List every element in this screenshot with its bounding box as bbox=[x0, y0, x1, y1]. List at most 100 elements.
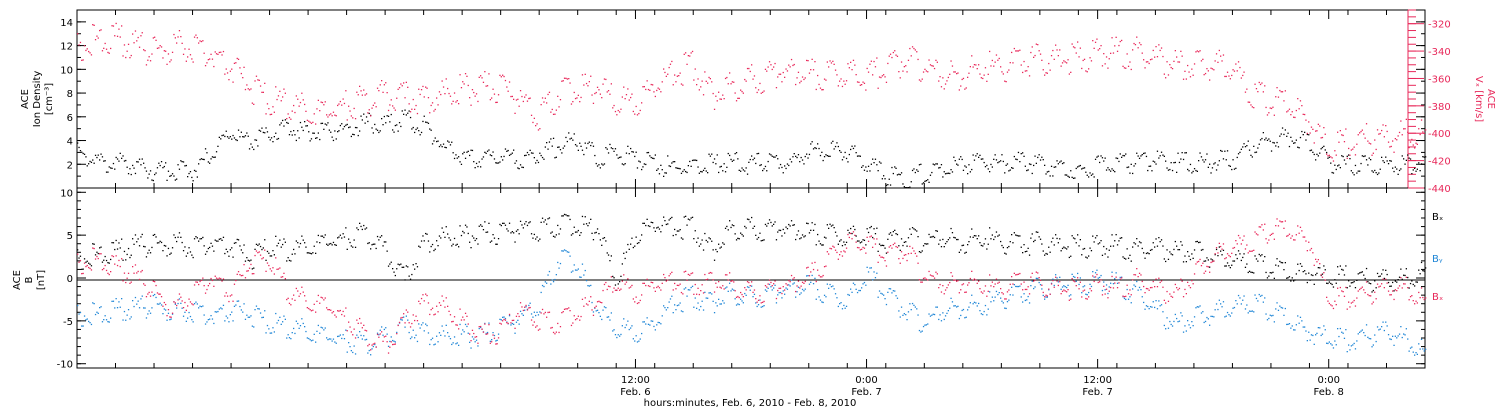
bx-point bbox=[1207, 259, 1209, 261]
by-point bbox=[82, 325, 84, 327]
density-point bbox=[1092, 173, 1094, 175]
bx-point bbox=[1277, 265, 1280, 267]
by-point bbox=[719, 303, 721, 305]
vx-point bbox=[160, 46, 163, 48]
bx-point bbox=[471, 235, 474, 237]
density-point bbox=[995, 159, 998, 161]
vx-point bbox=[136, 40, 138, 42]
bx-point bbox=[284, 241, 286, 243]
density-point bbox=[1277, 146, 1280, 148]
vx-point bbox=[335, 115, 337, 117]
bz-point bbox=[797, 280, 800, 282]
vx-point bbox=[441, 80, 443, 82]
density-point bbox=[947, 172, 949, 174]
bz-point bbox=[909, 245, 911, 248]
density-point bbox=[237, 129, 240, 131]
bx-point bbox=[1226, 262, 1229, 264]
by-point bbox=[1059, 276, 1061, 278]
density-point bbox=[1326, 151, 1328, 154]
vx-point bbox=[891, 56, 893, 59]
density-point bbox=[1122, 154, 1124, 157]
bx-point bbox=[85, 261, 87, 263]
bx-point bbox=[861, 241, 863, 243]
density-point bbox=[840, 151, 842, 153]
by-point bbox=[1166, 317, 1168, 319]
bx-point bbox=[1244, 266, 1247, 268]
bz-point bbox=[546, 316, 548, 318]
by-point bbox=[1189, 327, 1192, 329]
by-point bbox=[1022, 301, 1024, 303]
bz-point bbox=[552, 331, 555, 334]
bz-point bbox=[392, 343, 394, 346]
by-point bbox=[316, 330, 318, 332]
bz-point bbox=[998, 281, 1000, 283]
density-point bbox=[480, 166, 482, 168]
vx-point bbox=[913, 47, 915, 50]
bz-point bbox=[335, 316, 337, 318]
vx-point bbox=[137, 36, 139, 39]
by-point bbox=[248, 316, 251, 318]
bz-point bbox=[814, 261, 816, 264]
vx-point bbox=[1111, 37, 1113, 39]
by-point bbox=[1390, 338, 1392, 341]
density-point bbox=[1009, 169, 1011, 171]
bx-point bbox=[679, 229, 681, 231]
bx-point bbox=[427, 240, 430, 242]
vx-point bbox=[345, 90, 347, 92]
by-point bbox=[878, 290, 881, 292]
vx-point bbox=[357, 94, 359, 96]
by-point bbox=[1231, 312, 1233, 314]
by-point bbox=[920, 331, 922, 333]
density-point bbox=[744, 170, 746, 172]
bz-point bbox=[211, 279, 214, 282]
by-point bbox=[1228, 314, 1230, 316]
by-point bbox=[524, 309, 526, 311]
bz-point bbox=[572, 322, 574, 324]
vx-point bbox=[594, 92, 596, 95]
bx-point bbox=[636, 242, 639, 245]
bz-point bbox=[162, 305, 164, 307]
bz-point bbox=[898, 258, 900, 260]
by-point bbox=[1419, 348, 1421, 350]
by-point bbox=[364, 339, 366, 341]
bx-point bbox=[840, 239, 842, 241]
by-point bbox=[1396, 337, 1398, 339]
by-point bbox=[895, 295, 897, 297]
bz-point bbox=[606, 288, 608, 291]
bx-point bbox=[1385, 269, 1387, 271]
density-point bbox=[1319, 152, 1321, 154]
density-point bbox=[1105, 169, 1108, 171]
bx-point bbox=[1281, 262, 1284, 264]
density-point bbox=[1423, 156, 1425, 158]
bx-point bbox=[1382, 269, 1384, 271]
bz-point bbox=[569, 310, 571, 312]
vx-point bbox=[1306, 132, 1308, 135]
bx-point bbox=[978, 235, 980, 237]
bx-point bbox=[793, 224, 795, 226]
density-point bbox=[550, 138, 552, 140]
bx-point bbox=[93, 243, 95, 245]
bx-point bbox=[1240, 259, 1242, 262]
bx-point bbox=[898, 245, 900, 247]
by-point bbox=[107, 321, 109, 323]
vx-point bbox=[1081, 67, 1083, 70]
density-point bbox=[668, 165, 670, 167]
density-point bbox=[1390, 160, 1392, 162]
vx-point bbox=[343, 102, 346, 105]
by-point bbox=[96, 311, 98, 313]
vx-point bbox=[734, 92, 736, 94]
by-point bbox=[101, 321, 104, 323]
by-point bbox=[283, 315, 285, 317]
bx-point bbox=[602, 237, 604, 240]
by-point bbox=[282, 321, 284, 323]
bz-point bbox=[965, 291, 967, 293]
vx-point bbox=[511, 95, 513, 98]
density-point bbox=[312, 132, 314, 134]
density-point bbox=[1071, 176, 1073, 178]
vx-point bbox=[1206, 68, 1208, 70]
vx-point bbox=[1259, 83, 1262, 86]
bx-point bbox=[554, 236, 556, 238]
bx-point bbox=[101, 261, 104, 263]
bz-point bbox=[994, 283, 996, 285]
bx-point bbox=[1129, 254, 1131, 256]
